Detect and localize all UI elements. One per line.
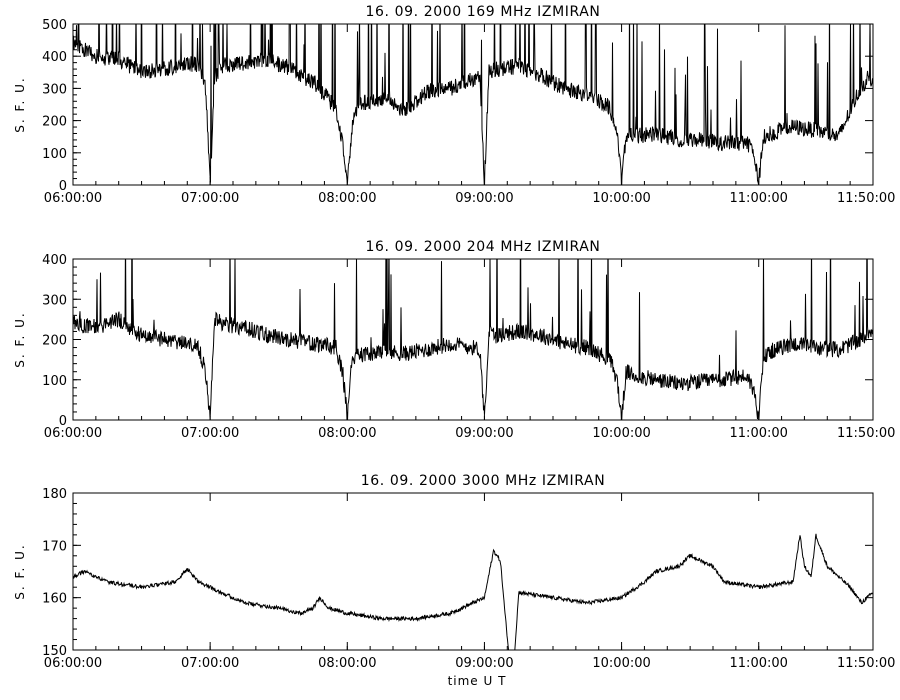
- y-axis-label: S. F. U.: [13, 543, 27, 599]
- series-line: [73, 533, 873, 650]
- y-tick-label: 200: [42, 115, 67, 130]
- x-tick-label: 10:00:00: [592, 191, 650, 206]
- panel-3: 16. 09. 2000 3000 MHz IZMIRAN S. F. U. 150…: [13, 473, 895, 671]
- x-tick-label: 09:00:00: [455, 656, 513, 671]
- y-tick-label: 0: [59, 414, 67, 429]
- series-line: [73, 259, 873, 420]
- x-tick-label: 08:00:00: [318, 191, 376, 206]
- y-tick-label: 400: [42, 253, 67, 268]
- y-tick-label: 500: [42, 18, 67, 33]
- x-tick-label: 06:00:00: [44, 656, 102, 671]
- y-tick-label: 100: [42, 147, 67, 162]
- panel-title: 16. 09. 2000 204 MHz IZMIRAN: [365, 239, 600, 255]
- x-tick-label: 08:00:00: [318, 426, 376, 441]
- y-tick-label: 180: [42, 487, 67, 502]
- panel-2: 16. 09. 2000 204 MHz IZMIRAN S. F. U. 0 100…: [13, 239, 895, 441]
- y-tick-label: 300: [42, 293, 67, 308]
- y-tick-label: 400: [42, 50, 67, 65]
- x-tick-label: 11:50:00: [837, 426, 895, 441]
- panel-title: 16. 09. 2000 3000 MHz IZMIRAN: [361, 473, 606, 489]
- x-tick-label: 06:00:00: [44, 426, 102, 441]
- x-tick-label: 11:00:00: [730, 426, 788, 441]
- y-axis-label: S. F. U.: [13, 76, 27, 132]
- x-tick-label: 10:00:00: [592, 656, 650, 671]
- y-tick-label: 170: [42, 539, 67, 554]
- x-tick-label: 10:00:00: [592, 426, 650, 441]
- y-axis-label: S. F. U.: [13, 311, 27, 367]
- x-tick-label: 07:00:00: [181, 656, 239, 671]
- x-tick-label: 07:00:00: [181, 191, 239, 206]
- panel-title: 16. 09. 2000 169 MHz IZMIRAN: [365, 4, 600, 20]
- x-tick-label: 11:50:00: [837, 191, 895, 206]
- y-tick-label: 160: [42, 592, 67, 607]
- x-axis-label: time U T: [448, 674, 507, 688]
- x-tick-label: 11:00:00: [730, 656, 788, 671]
- y-tick-label: 150: [42, 644, 67, 659]
- x-tick-label: 09:00:00: [455, 191, 513, 206]
- y-tick-label: 300: [42, 82, 67, 97]
- x-tick-label: 09:00:00: [455, 426, 513, 441]
- x-tick-label: 06:00:00: [44, 191, 102, 206]
- x-tick-label: 08:00:00: [318, 656, 376, 671]
- panel-1: 16. 09. 2000 169 MHz IZMIRAN S. F. U. 0 100…: [13, 4, 895, 206]
- y-tick-label: 0: [59, 179, 67, 194]
- plot-frame: [72, 258, 874, 421]
- y-tick-label: 100: [42, 374, 67, 389]
- plot-frame: [72, 492, 874, 651]
- x-tick-label: 11:00:00: [730, 191, 788, 206]
- panels: 16. 09. 2000 169 MHz IZMIRAN S. F. U. 0 100…: [13, 4, 895, 671]
- x-tick-label: 07:00:00: [181, 426, 239, 441]
- x-tick-label: 11:50:00: [837, 656, 895, 671]
- plot-frame: [72, 23, 874, 186]
- y-tick-label: 200: [42, 334, 67, 349]
- series-line: [73, 24, 873, 185]
